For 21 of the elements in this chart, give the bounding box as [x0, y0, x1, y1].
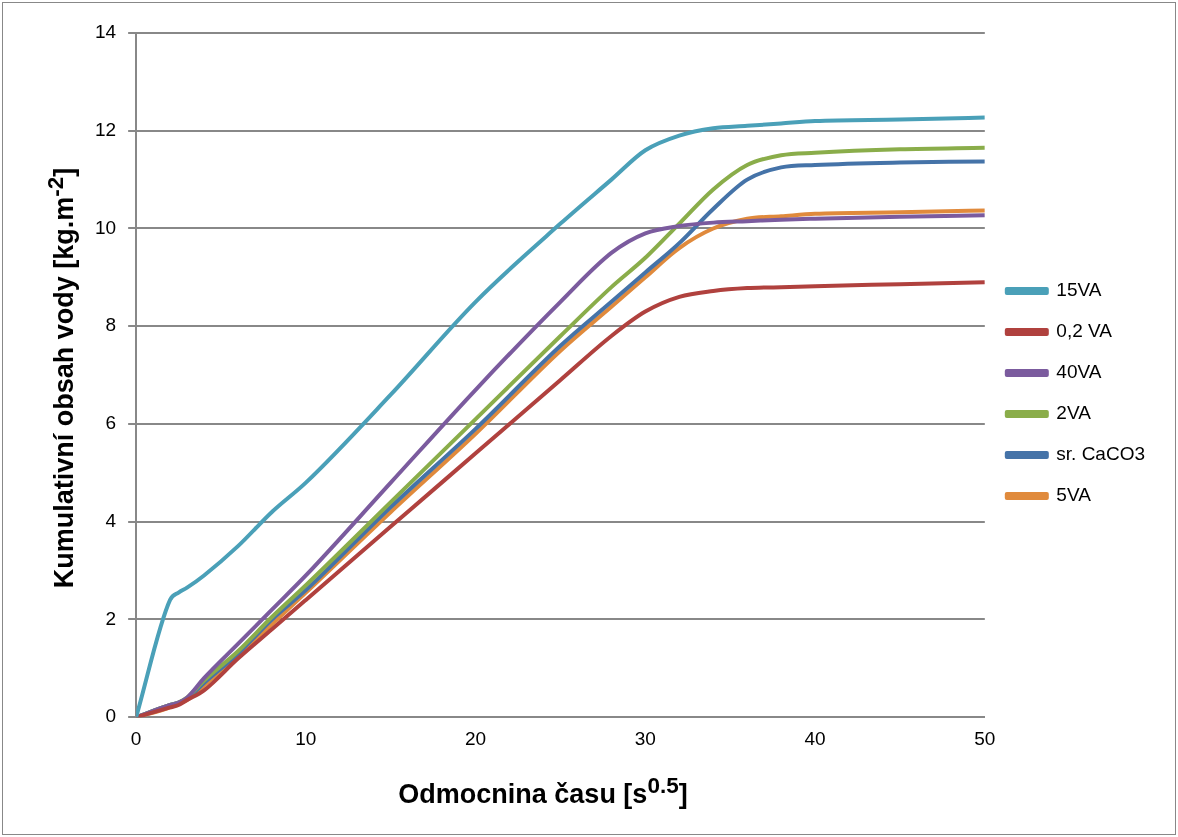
x-tick-label: 20	[465, 727, 487, 749]
x-axis-title: Odmocnina času [s$^{0.5}$]	[397, 773, 689, 810]
legend-label: 2VA	[1056, 402, 1092, 424]
y-tick-label: 6	[105, 412, 117, 434]
y-tick-label: 2	[105, 607, 117, 629]
legend-label: 5VA	[1056, 484, 1092, 506]
x-tick-label: 50	[974, 727, 996, 749]
y-tick-label: 12	[94, 118, 117, 140]
x-tick-label: 40	[804, 727, 826, 749]
x-tick-label: 0	[130, 727, 142, 749]
legend-label: sr. CaCO3	[1056, 443, 1146, 465]
legend-label: 40VA	[1056, 361, 1102, 383]
x-tick-label: 30	[634, 727, 656, 749]
x-tick-label: 10	[295, 727, 317, 749]
y-tick-label: 10	[94, 216, 117, 238]
legend-label: 0,2 VA	[1056, 320, 1113, 342]
y-tick-label: 4	[105, 509, 117, 531]
y-tick-label: 0	[105, 705, 117, 727]
legend-label: 15VA	[1056, 279, 1102, 301]
y-tick-label: 14	[94, 21, 117, 43]
y-tick-label: 8	[105, 314, 117, 336]
